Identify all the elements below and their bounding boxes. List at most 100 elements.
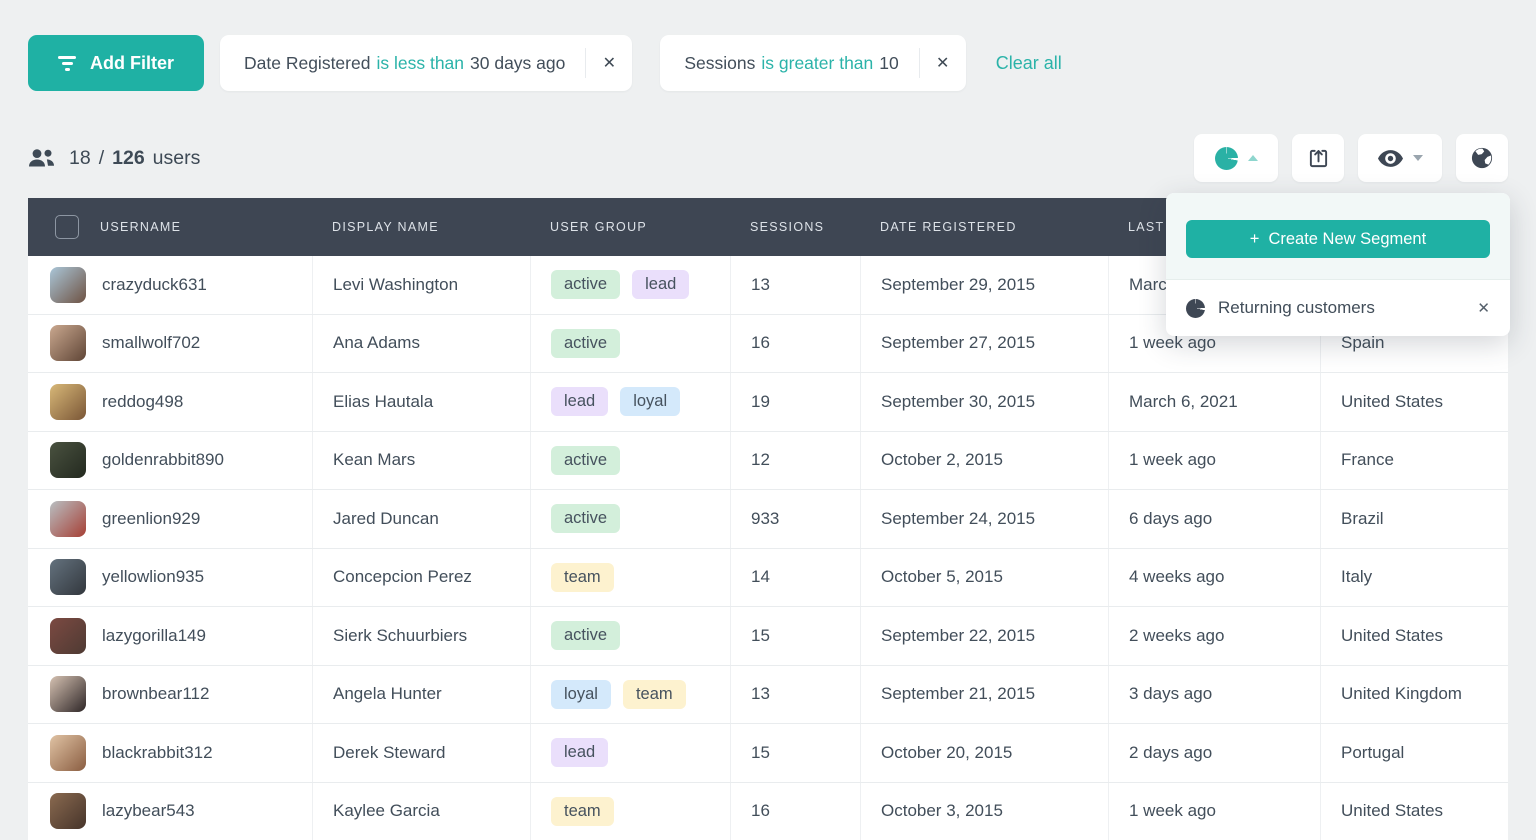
username-cell: blackrabbit312 [28,734,312,771]
username-cell: goldenrabbit890 [28,442,312,479]
last-seen-cell: 4 weeks ago [1108,548,1320,606]
table-row[interactable]: greenlion929 Jared Duncan active 933 Sep… [28,490,1508,549]
chevron-down-icon [1412,155,1423,161]
export-button[interactable] [1292,134,1344,182]
export-icon [1309,149,1327,167]
country-cell: Portugal [1320,724,1508,782]
close-icon: ✕ [936,55,950,72]
last-seen-cell: 2 weeks ago [1108,607,1320,665]
username-cell: brownbear112 [28,676,312,713]
clear-all-link[interactable]: Clear all [995,52,1062,73]
username: goldenrabbit890 [102,450,224,470]
visibility-button[interactable] [1358,134,1442,182]
country-cell: United Kingdom [1320,665,1508,723]
remove-filter-button[interactable]: ✕ [586,35,632,91]
create-segment-button[interactable]: + Create New Segment [1186,220,1490,258]
display-name-cell: Ana Adams [312,314,530,372]
username: brownbear112 [102,684,210,704]
column-header-username[interactable]: USERNAME [28,215,312,239]
close-icon: ✕ [602,55,617,72]
filter-chip[interactable]: Sessions is greater than 10 ✕ [660,35,966,91]
user-group-badge: active [551,621,621,651]
last-seen-cell: 1 week ago [1108,314,1320,372]
chevron-up-icon [1247,155,1258,161]
remove-segment-button[interactable]: ✕ [1477,299,1490,317]
user-group-badge: active [551,328,621,358]
users-shown: 18 [69,146,91,169]
table-row[interactable]: lazybear543 Kaylee Garcia team 16 Octobe… [28,782,1508,840]
avatar [50,325,86,362]
stats-toolbar-row: 18 / 126 users [28,134,1508,182]
username-cell: crazyduck631 [28,266,312,303]
column-header-sessions[interactable]: SESSIONS [750,220,825,234]
filter-chip[interactable]: Date Registered is less than 30 days ago… [220,35,633,91]
filter-icon [58,55,76,71]
last-seen-cell: 2 days ago [1108,724,1320,782]
filter-chip-text: Date Registered is less than 30 days ago [220,53,585,74]
user-group-cell: lead [530,724,730,782]
table-row[interactable]: lazygorilla149 Sierk Schuurbiers active … [28,607,1508,666]
remove-filter-button[interactable]: ✕ [920,35,966,91]
username: reddog498 [102,391,184,411]
close-icon: ✕ [1477,300,1490,317]
filter-field: Date Registered [244,52,371,73]
user-group-cell: team [530,548,730,606]
segments-panel: + Create New Segment Returning customers… [1166,193,1510,336]
country-cell: Italy [1320,548,1508,606]
users-separator: / [98,146,105,169]
username: smallwolf702 [102,333,201,353]
username-cell: greenlion929 [28,500,312,537]
date-registered-cell: September 21, 2015 [860,665,1108,723]
user-group-badge: team [551,796,614,826]
avatar [50,793,86,830]
toolbar [1194,134,1508,182]
segment-item[interactable]: Returning customers ✕ [1166,280,1510,336]
table-body: crazyduck631 Levi Washington active lead … [28,256,1508,840]
table-row[interactable]: yellowlion935 Concepcion Perez team 14 O… [28,548,1508,607]
sessions-cell: 16 [730,782,860,840]
segments-button[interactable] [1194,134,1278,182]
sessions-cell: 19 [730,373,860,431]
create-segment-label: Create New Segment [1268,229,1427,248]
sessions-cell: 16 [730,314,860,372]
user-group-cell: active [530,607,730,665]
sessions-cell: 933 [730,490,860,548]
date-registered-cell: October 5, 2015 [860,548,1108,606]
region-button[interactable] [1456,134,1508,182]
table-row[interactable]: goldenrabbit890 Kean Mars active 12 Octo… [28,431,1508,490]
username: crazyduck631 [102,274,207,294]
avatar [50,734,86,771]
date-registered-cell: October 2, 2015 [860,431,1108,489]
table-row[interactable]: brownbear112 Angela Hunter loyal team 13 … [28,665,1508,724]
country-cell: Spain [1320,314,1508,372]
column-label: USERNAME [100,220,182,234]
user-group-badge: active [551,504,621,534]
table-row[interactable]: reddog498 Elias Hautala lead loyal 19 Sep… [28,373,1508,432]
avatar [50,559,86,596]
column-header-user-group[interactable]: USER GROUP [550,220,648,234]
filter-chip-text: Sessions is greater than 10 [660,53,918,74]
filter-operator: is greater than [761,52,874,73]
filter-bar: Add Filter Date Registered is less than … [0,0,1536,91]
user-group-cell: active [530,431,730,489]
last-seen-cell: March 6, 2021 [1108,373,1320,431]
username: greenlion929 [102,508,201,528]
display-name-cell: Kaylee Garcia [312,782,530,840]
divider [585,48,587,78]
username-cell: lazygorilla149 [28,617,312,654]
user-group-badge: loyal [620,387,681,417]
user-group-badge: team [551,562,614,592]
select-all-checkbox[interactable] [55,215,79,239]
username: lazybear543 [102,801,195,821]
avatar [50,676,86,713]
table-row[interactable]: blackrabbit312 Derek Steward lead 15 Oct… [28,724,1508,783]
username-cell: lazybear543 [28,793,312,830]
add-filter-button[interactable]: Add Filter [28,35,204,91]
users-label: users [152,146,201,169]
column-header-date-registered[interactable]: DATE REGISTERED [880,220,1017,234]
last-seen-cell: 1 week ago [1108,431,1320,489]
date-registered-cell: September 24, 2015 [860,490,1108,548]
column-header-display-name[interactable]: DISPLAY NAME [332,220,439,234]
display-name-cell: Concepcion Perez [312,548,530,606]
filter-field: Sessions [684,52,756,73]
